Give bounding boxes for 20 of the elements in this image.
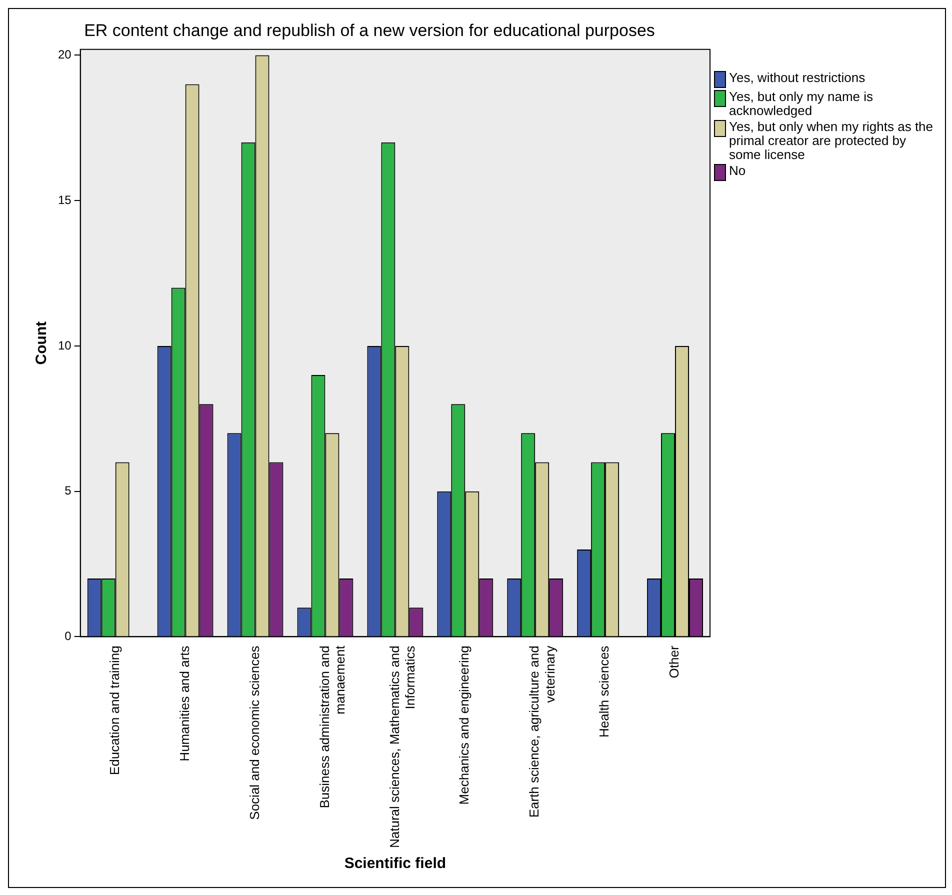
y-tick-label: 10 xyxy=(58,338,72,352)
legend-label: Yes, without restrictions xyxy=(729,70,866,86)
x-tick-label: Earth science, agriculture and veterinary xyxy=(526,645,558,818)
x-tick-label: Other xyxy=(666,645,682,678)
legend-label: Yes, but only when my rights as the primal creator are protected by some license xyxy=(729,119,934,162)
x-tick-label: Humanities and arts xyxy=(176,645,192,762)
x-tick-label: Mechanics and engineering xyxy=(456,646,472,805)
legend-label: Yes, but only my name is acknowledged xyxy=(729,89,874,118)
legend-label: No xyxy=(729,163,746,178)
x-tick-label: Education and training xyxy=(106,646,122,776)
x-tick-label: Social and economic sciences xyxy=(246,645,262,820)
y-tick-label: 20 xyxy=(58,48,72,62)
x-axis-title: Scientific field xyxy=(344,855,446,872)
y-axis-title: Count xyxy=(33,321,50,365)
chart-title: ER content change and republish of a new version for educational purposes xyxy=(84,20,655,40)
x-tick-label: Health sciences xyxy=(596,645,612,738)
y-tick-label: 5 xyxy=(64,484,72,498)
x-tick-label: Business administration and manaement xyxy=(316,645,348,808)
y-tick-label: 0 xyxy=(64,629,72,643)
y-tick-label: 15 xyxy=(58,192,72,207)
